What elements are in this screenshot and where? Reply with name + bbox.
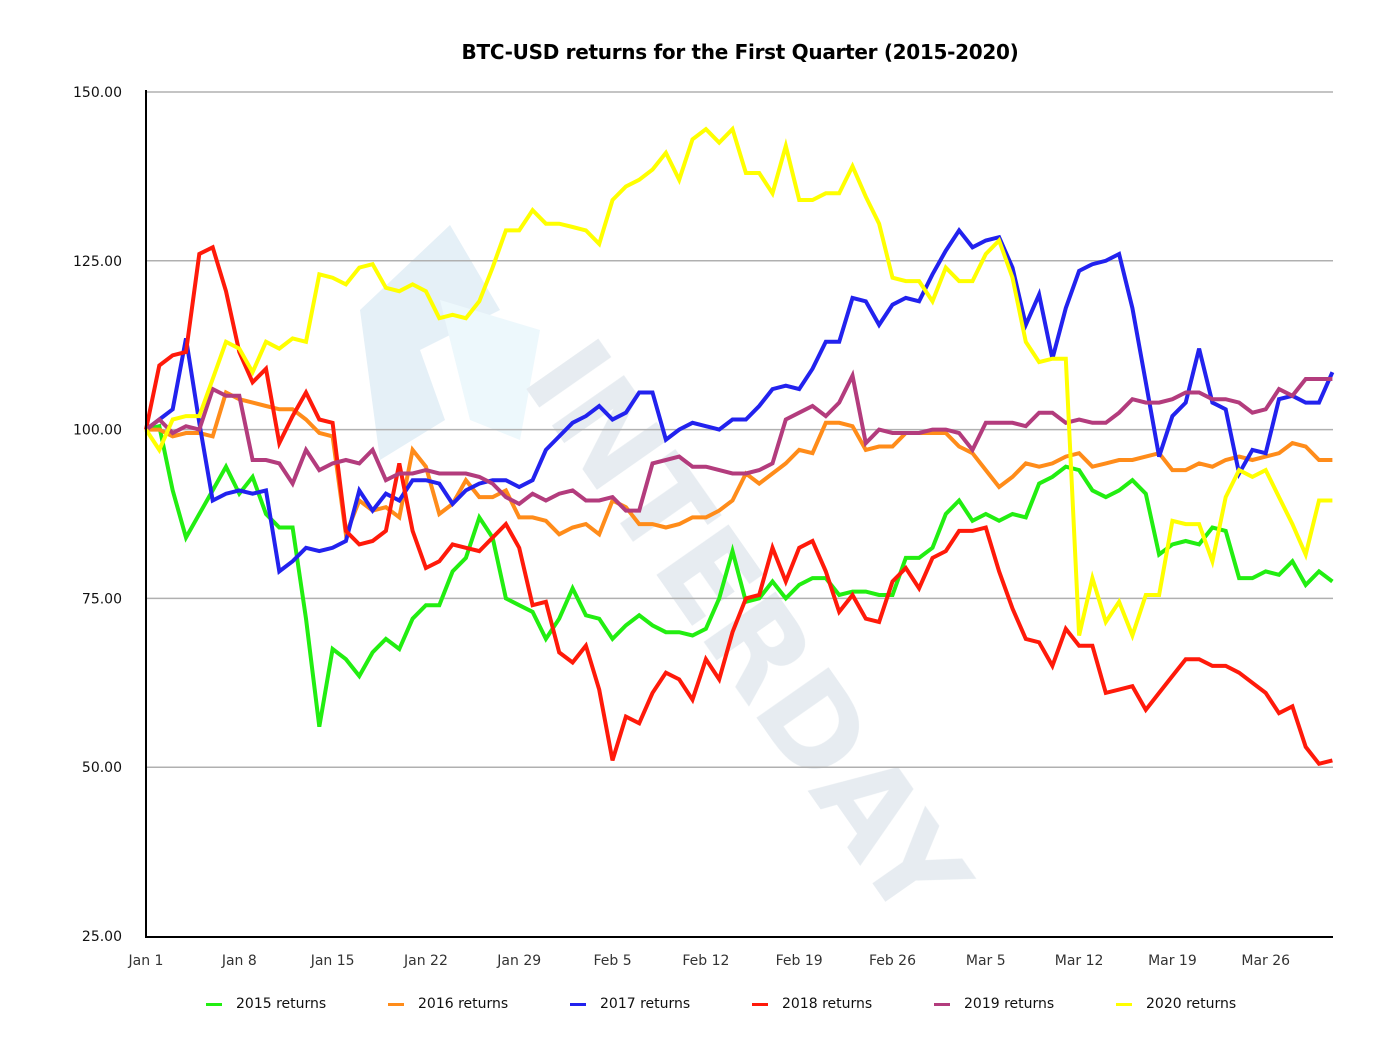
legend-swatch [934, 1002, 950, 1006]
y-tick-label: 75.00 [82, 591, 122, 607]
legend-swatch [388, 1002, 404, 1006]
x-tick-label: Mar 19 [1148, 953, 1197, 969]
legend-label: 2019 returns [964, 996, 1055, 1012]
legend-item-2018: 2018 returns [752, 996, 934, 1012]
legend-item-2020: 2020 returns [1116, 996, 1298, 1012]
legend-label: 2016 returns [418, 996, 509, 1012]
x-tick-label: Mar 5 [966, 953, 1006, 969]
x-tick-label: Feb 5 [593, 953, 631, 969]
x-tick-label: Feb 19 [776, 953, 823, 969]
x-tick-label: Feb 26 [869, 953, 916, 969]
series-line-2018 [144, 244, 1333, 767]
y-tick-label: 100.00 [73, 423, 122, 439]
legend: 2015 returns 2016 returns 2017 returns 2018… [206, 996, 1298, 1012]
x-tick-label: Jan 8 [221, 953, 257, 969]
chart-title: BTC-USD returns for the First Quarter (2… [461, 40, 1019, 64]
x-tick-label: Jan 29 [496, 953, 541, 969]
series-line-2015 [145, 423, 1334, 728]
legend-label: 2020 returns [1146, 996, 1237, 1012]
legend-label: 2017 returns [600, 996, 691, 1012]
legend-item-2016: 2016 returns [388, 996, 570, 1012]
legend-swatch [752, 1002, 768, 1006]
x-tick-label: Jan 1 [128, 953, 164, 969]
y-tick-label: 125.00 [73, 254, 122, 270]
y-tick-label: 150.00 [73, 85, 122, 101]
y-tick-label: 50.00 [82, 760, 122, 776]
legend-swatch [1116, 1002, 1132, 1006]
y-axis-ticks: 25.00 50.00 75.00 100.00 125.00 150.00 [73, 85, 122, 945]
watermark-logo: INTERDAY [360, 225, 995, 947]
x-tick-label: Jan 22 [403, 953, 448, 969]
x-tick-label: Jan 15 [310, 953, 355, 969]
x-tick-label: Mar 12 [1055, 953, 1104, 969]
legend-item-2019: 2019 returns [934, 996, 1116, 1012]
legend-item-2017: 2017 returns [570, 996, 752, 1012]
series-line-2017 [144, 226, 1335, 576]
series-line-2020 [144, 125, 1333, 642]
legend-label: 2015 returns [236, 996, 327, 1012]
y-tick-label: 25.00 [82, 929, 122, 945]
legend-item-2015: 2015 returns [206, 996, 388, 1012]
series-line-2019 [144, 369, 1333, 513]
x-tick-label: Mar 26 [1241, 953, 1290, 969]
gridlines [146, 91, 1333, 768]
x-tick-label: Feb 12 [682, 953, 729, 969]
series-lines [144, 125, 1335, 767]
legend-swatch [570, 1002, 586, 1006]
legend-label: 2018 returns [782, 996, 873, 1012]
x-axis-ticks: Jan 1 Jan 8 Jan 15 Jan 22 Jan 29 Feb 5 Feb 12 F… [128, 953, 1291, 969]
watermark-text: INTERDAY [496, 317, 995, 947]
legend-swatch [206, 1002, 222, 1006]
